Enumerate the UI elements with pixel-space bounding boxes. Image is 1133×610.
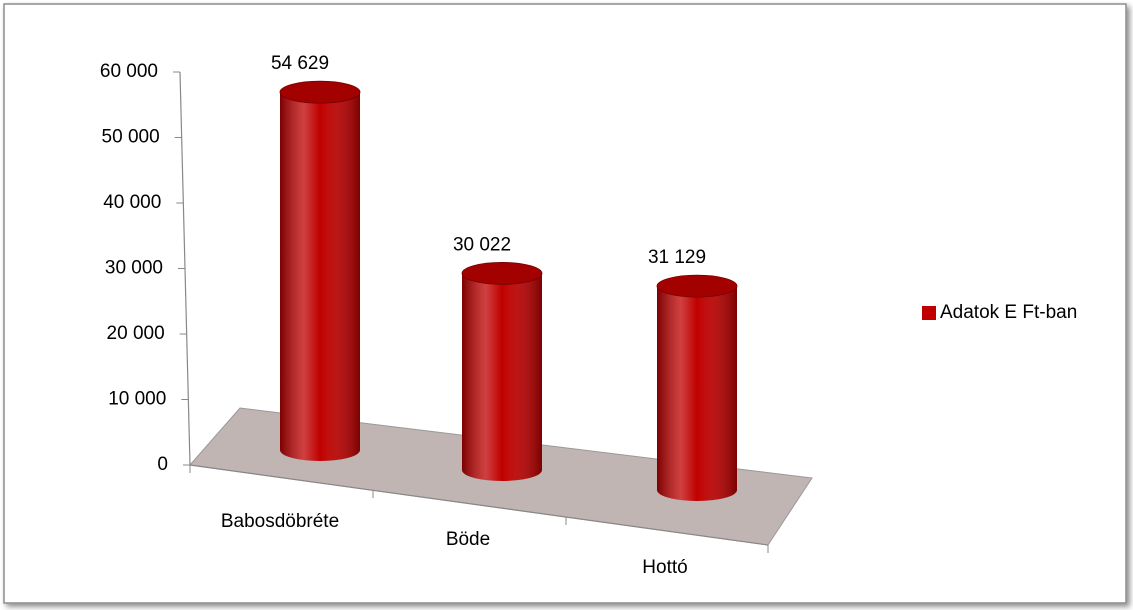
x-tick-label: Hottó [642, 557, 687, 578]
y-tick-label: 50 000 [102, 127, 160, 148]
cylinder-top [656, 274, 738, 298]
data-label: 30 022 [453, 234, 511, 255]
x-tick-label: Böde [446, 529, 490, 550]
y-tick-label: 60 000 [100, 61, 158, 82]
x-axis [189, 464, 769, 546]
legend-swatch [922, 306, 936, 320]
y-tick-label: 20 000 [107, 323, 165, 344]
cylinder-shade [657, 286, 737, 501]
cylinder-shade [462, 273, 542, 481]
cylinder-top [279, 80, 361, 104]
y-tick-label: 10 000 [108, 389, 166, 410]
y-tick-label: 0 [157, 454, 168, 475]
x-tick-label: Babosdöbréte [221, 511, 339, 532]
data-label: 54 629 [271, 53, 329, 74]
data-label: 31 129 [648, 247, 706, 268]
legend-label: Adatok E Ft-ban [940, 302, 1077, 323]
cylinder-shade [280, 92, 360, 461]
y-tick-label: 40 000 [103, 192, 161, 213]
cylinder-top [461, 261, 543, 285]
y-tick-label: 30 000 [105, 258, 163, 279]
